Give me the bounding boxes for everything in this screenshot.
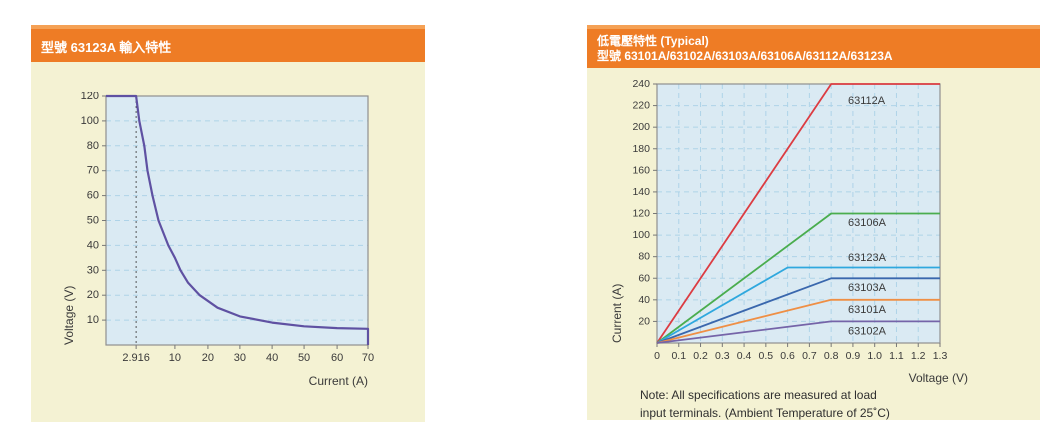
y-axis-title: Current (A) (610, 284, 624, 343)
y-tick-label: 80 (638, 251, 650, 263)
x-tick-label: 1.2 (911, 350, 926, 362)
x-tick-label: 0.7 (802, 350, 817, 362)
left-chart: 2.916 10 20 30 40 50 60 70 120 100 80 70 60 50 40 30 20 1… (62, 92, 374, 388)
note-line2: input terminals. (Ambient Temperature of… (640, 405, 890, 420)
y-tick-label: 120 (81, 92, 99, 102)
left-chart-panel: 型號 63123A 輸入特性 2.916 10 20 30 40 50 60 70 120 100… (31, 25, 425, 422)
y-tick-label: 100 (632, 229, 650, 241)
y-tick-label: 100 (81, 115, 99, 127)
right-panel-title-line1: 低電壓特性 (Typical) (597, 34, 709, 48)
y-tick-label: 40 (87, 239, 99, 251)
right-chart: 63112A 63106A 63123A 63103A 63101A 63102A 0 0.1… (610, 78, 968, 385)
y-tick-label: 70 (87, 165, 99, 177)
x-tick-label: 0.2 (693, 350, 708, 362)
y-tick-label: 80 (87, 140, 99, 152)
x-tick-label: 0.9 (846, 350, 861, 362)
series-line-63103A (656, 277, 940, 344)
series-line-63123A input characteristic (106, 94, 370, 345)
x-tick-label: 0.5 (759, 350, 774, 362)
series-label-63112A: 63112A (848, 95, 886, 107)
x-tick-label: 1.3 (933, 350, 948, 362)
y-tick-label: 180 (632, 143, 650, 155)
x-tick-label: 0 (654, 350, 660, 362)
x-axis-title: Current (A) (309, 374, 368, 388)
x-tick-label: 0.3 (715, 350, 730, 362)
y-tick-label: 50 (87, 215, 99, 227)
x-tick-label: 40 (266, 352, 278, 364)
series-line-63106A (656, 212, 940, 344)
series-label-63103A: 63103A (848, 282, 887, 294)
right-panel-header: 低電壓特性 (Typical) 型號 63101A/63102A/63103A/… (587, 25, 1040, 68)
x-tick-label: 0.4 (737, 350, 752, 362)
y-tick-label: 20 (638, 315, 650, 327)
x-tick-label: 10 (169, 352, 181, 364)
y-tick-label: 240 (632, 78, 650, 90)
y-tick-label: 60 (87, 190, 99, 202)
y-tick-label: 60 (638, 272, 650, 284)
series-line-63101A (656, 298, 940, 344)
series-label-63101A: 63101A (848, 304, 887, 316)
x-tick-label: 1.0 (867, 350, 882, 362)
x-tick-label: 0.6 (780, 350, 795, 362)
x-tick-label: 0.8 (824, 350, 839, 362)
note: Note: All specifications are measured at… (640, 387, 980, 422)
y-tick-label: 220 (632, 100, 650, 112)
series-line-63123A (656, 266, 940, 344)
y-tick-label: 30 (87, 264, 99, 276)
x-tick-label: 1.1 (889, 350, 904, 362)
series-line-63102A (656, 320, 940, 344)
right-chart-panel: 低電壓特性 (Typical) 型號 63101A/63102A/63103A/… (587, 25, 1040, 420)
series-line-63112A (656, 83, 940, 344)
y-tick-label: 160 (632, 164, 650, 176)
note-line1: Note: All specifications are measured at… (640, 388, 877, 402)
left-panel-title: 型號 63123A 輸入特性 (41, 40, 172, 55)
y-tick-label: 200 (632, 121, 650, 133)
x-tick-label: 2.916 (122, 352, 150, 364)
right-panel-title-line2: 型號 63101A/63102A/63103A/63106A/63112A/63… (597, 49, 893, 63)
x-axis-title: Voltage (V) (909, 371, 968, 385)
y-tick-label: 20 (87, 289, 99, 301)
x-tick-label: 50 (298, 352, 310, 364)
x-tick-label: 60 (331, 352, 343, 364)
y-tick-label: 40 (638, 294, 650, 306)
series-label-63123A: 63123A (848, 252, 887, 264)
left-panel-header: 型號 63123A 輸入特性 (31, 25, 425, 62)
y-tick-label: 10 (87, 314, 99, 326)
y-tick-label: 120 (632, 208, 650, 220)
x-tick-label: 30 (234, 352, 246, 364)
x-tick-label: 70 (362, 352, 374, 364)
series-label-63106A: 63106A (848, 217, 887, 229)
series-label-63102A: 63102A (848, 325, 887, 337)
y-tick-label: 140 (632, 186, 650, 198)
x-tick-label: 0.1 (671, 350, 686, 362)
y-axis-title: Voltage (V) (62, 286, 76, 345)
x-tick-label: 20 (202, 352, 214, 364)
